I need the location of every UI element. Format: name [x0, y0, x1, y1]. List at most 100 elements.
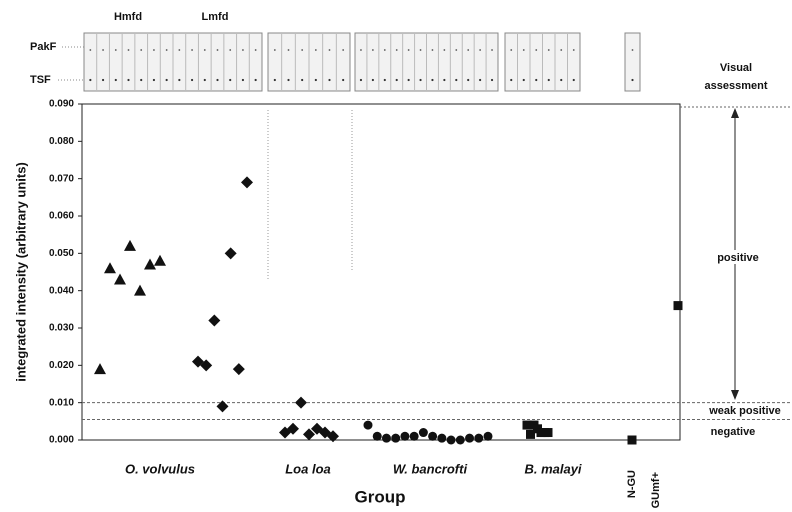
- strip-block: [624, 32, 641, 92]
- strip-dot: [191, 49, 193, 51]
- y-tick-label: 0.080: [49, 136, 74, 147]
- strip-dot: [383, 78, 386, 82]
- strip-dot: [190, 78, 194, 82]
- circle-point: [391, 433, 401, 443]
- circle-point: [455, 435, 465, 445]
- circle-point: [400, 431, 410, 441]
- strip-dot: [383, 49, 386, 51]
- strip-row-label: PakF: [30, 41, 57, 53]
- strip-dot: [152, 78, 156, 82]
- annotation: negative: [711, 426, 756, 438]
- annotation: positive: [717, 252, 759, 264]
- strip-dot: [443, 78, 446, 82]
- annotation: weak positive: [708, 405, 781, 417]
- strip-dot: [560, 78, 563, 82]
- strip-dot: [419, 78, 422, 82]
- strip-dot: [127, 78, 130, 82]
- triangle-point: [94, 363, 106, 375]
- strip-dot: [479, 78, 482, 82]
- circle-point: [381, 433, 391, 443]
- strip-dot: [395, 49, 398, 51]
- strip-dot: [114, 78, 117, 82]
- diamond-point: [327, 430, 339, 443]
- strip-dot: [371, 78, 374, 82]
- strip-dot: [491, 49, 493, 51]
- circle-point: [418, 428, 428, 438]
- circle-point: [363, 420, 373, 430]
- strip-dot: [242, 49, 244, 51]
- square-point: [627, 435, 637, 445]
- y-tick-label: 0.060: [49, 211, 74, 222]
- y-tick-label: 0.020: [49, 360, 74, 371]
- triangle-point: [104, 262, 116, 274]
- strip-dot: [314, 78, 317, 82]
- strip-dot: [153, 49, 155, 51]
- strip-dot: [455, 49, 458, 51]
- strip-dot: [216, 49, 219, 51]
- strip-label: Lmfd: [202, 11, 229, 23]
- group-label: GUmf+: [650, 472, 662, 508]
- circle-point: [446, 435, 456, 445]
- strip-dot: [254, 49, 257, 51]
- strip-dot: [490, 78, 494, 82]
- circle-point: [428, 431, 438, 441]
- strip-dot: [360, 49, 362, 51]
- diamond-point: [216, 400, 229, 413]
- strip-dot: [467, 78, 470, 82]
- circle-point: [409, 431, 419, 441]
- strip-dot: [535, 49, 538, 51]
- strip-dot: [273, 49, 276, 51]
- strip-dot: [287, 78, 290, 82]
- blot-strips: [83, 32, 641, 92]
- y-tick-label: 0.010: [49, 397, 74, 408]
- group-label: N-GU: [626, 470, 638, 498]
- strip-dot: [560, 49, 563, 51]
- y-tick-label: 0.040: [49, 285, 74, 296]
- strip-dot: [522, 49, 525, 51]
- strip-dot: [178, 78, 181, 82]
- strip-dot: [371, 49, 374, 51]
- strip-dot: [407, 78, 410, 82]
- diamond-point: [200, 359, 213, 372]
- strip-dot: [203, 49, 206, 51]
- strip-dot: [229, 78, 232, 82]
- group-label: W. bancrofti: [393, 461, 468, 476]
- circle-point: [474, 433, 484, 443]
- strip-dot: [328, 78, 331, 82]
- diamond-point: [241, 176, 253, 189]
- square-point: [673, 301, 683, 311]
- strip-dot: [89, 49, 92, 51]
- strip-dot: [342, 49, 345, 51]
- circle-point: [372, 431, 382, 441]
- strip-dot: [140, 49, 143, 51]
- y-tick-label: 0.050: [49, 248, 74, 259]
- strip-dot: [241, 78, 245, 82]
- annotation: assessment: [705, 80, 768, 92]
- annotation: Visual: [720, 62, 752, 74]
- strip-dot: [455, 78, 458, 82]
- square-point: [543, 428, 553, 438]
- diamond-point: [303, 428, 315, 441]
- strip-dot: [443, 49, 446, 51]
- strip-dot: [395, 78, 398, 82]
- group-label: B. malayi: [524, 461, 581, 476]
- diamond-point: [232, 363, 245, 376]
- strip-dot: [431, 78, 434, 82]
- strip-dot: [216, 78, 219, 82]
- strip-dot: [301, 78, 304, 82]
- strip-dot: [467, 49, 470, 51]
- strip-dot: [535, 78, 538, 82]
- strip-dot: [522, 78, 525, 82]
- strip-dot: [572, 78, 575, 82]
- strip-dot: [89, 78, 92, 82]
- diamond-point: [295, 396, 307, 409]
- strip-lines: [58, 34, 634, 90]
- strip-dot: [419, 49, 422, 51]
- y-tick-label: 0.030: [49, 323, 74, 334]
- diamond-point: [224, 247, 237, 260]
- x-axis-label: Group: [355, 487, 406, 506]
- plot-frame: [81, 103, 681, 441]
- triangle-point: [134, 284, 146, 296]
- strip-dot: [273, 78, 276, 82]
- strip-dot: [140, 78, 143, 82]
